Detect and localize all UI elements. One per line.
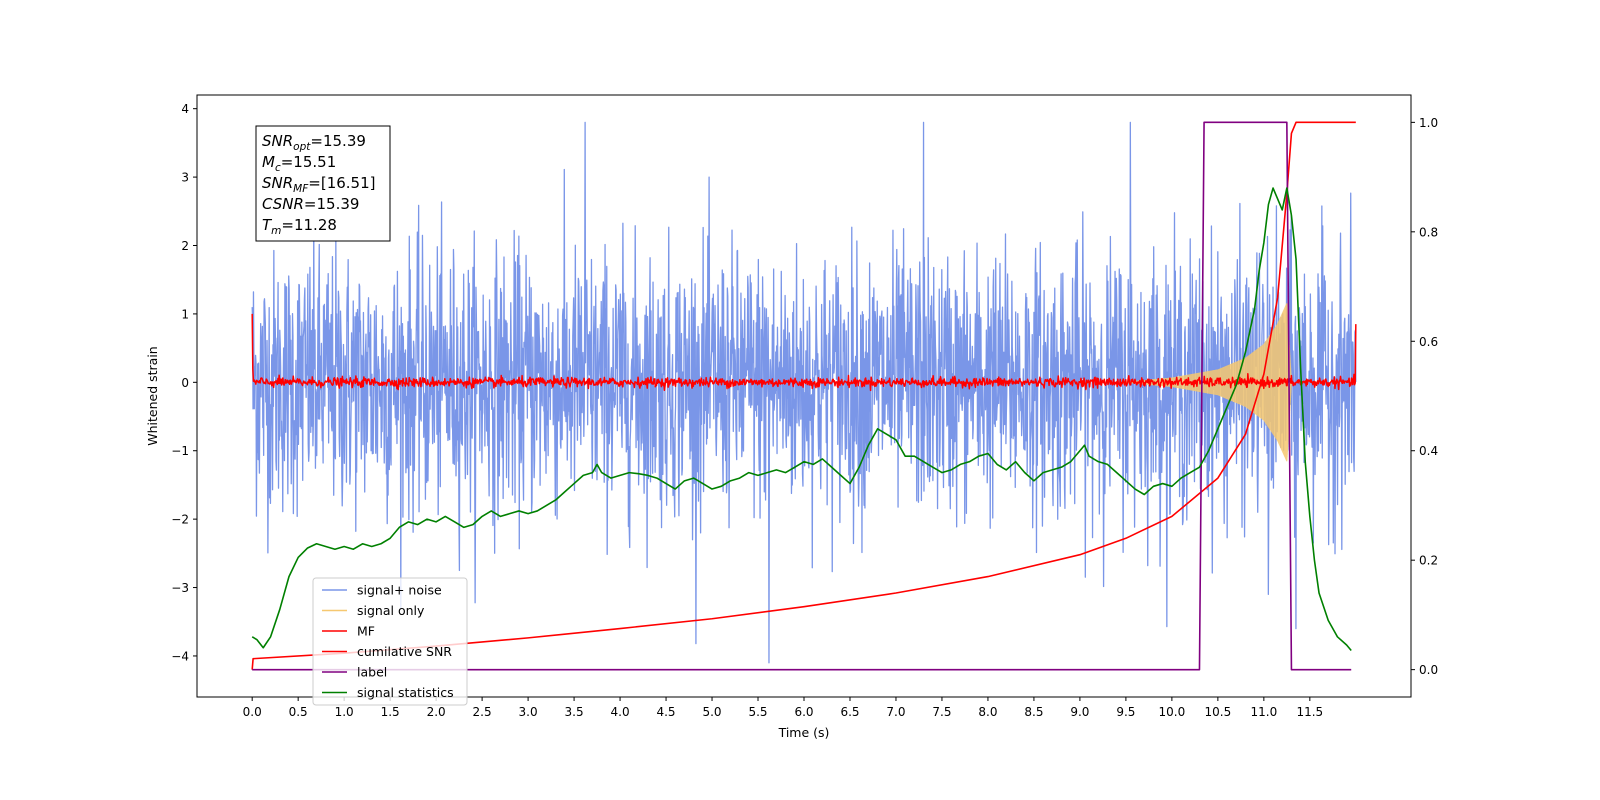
x-tick-label: 4.0 [611,705,630,719]
legend-item-cumilative-snr: cumilative SNR [322,644,452,659]
legend-label: signal+ noise [357,583,442,598]
series-signal-statistics [251,187,1352,651]
x-tick-label: 5.5 [748,705,767,719]
y-axis: −4 −3 −2 −1 0 1 2 3 4 [171,102,197,663]
legend-label: cumilative SNR [357,644,452,659]
x-axis-label: Time (s) [778,725,830,740]
y2-tick-label: 0.2 [1419,554,1438,568]
annotation-line: Tm=11.28 [262,216,337,237]
annotation-box-frame [255,125,391,242]
x-tick-label: 11.0 [1250,705,1277,719]
legend-item-signal-noise: signal+ noise [322,583,442,598]
legend-item-label: label [322,665,387,680]
x-tick-label: 10.5 [1205,705,1232,719]
y-tick-label: 4 [181,102,189,116]
legend-item-mf: MF [322,624,375,639]
x-tick-label: 6.5 [840,705,859,719]
x-tick-label: 0.0 [243,705,262,719]
series-mf [251,313,1357,392]
x-tick-label: 3.0 [519,705,538,719]
y2-tick-label: 0.6 [1419,335,1438,349]
y2-tick-label: 0.0 [1419,663,1438,677]
legend-label: MF [357,624,375,639]
annotation-line: Mc=15.51 [262,153,336,174]
y-tick-label: −3 [171,581,189,595]
y-tick-label: 2 [181,239,189,253]
legend: signal+ noise signal only MF cumilative SNR… [312,577,468,706]
x-tick-label: 1.0 [335,705,354,719]
legend-label: signal only [357,603,425,618]
annotation-box: SNRopt=15.39Mc=15.51SNRMF=[16.51]CSNR=15… [255,125,391,242]
x-tick-label: 9.5 [1116,705,1135,719]
x-tick-label: 1.5 [381,705,400,719]
y-tick-label: −2 [171,513,189,527]
x-tick-label: 11.5 [1296,705,1323,719]
legend-item-signal-statistics: signal statistics [322,685,454,700]
y2-tick-label: 0.8 [1419,225,1438,239]
x-tick-label: 0.5 [289,705,308,719]
x-tick-label: 4.5 [656,705,675,719]
y2-tick-label: 1.0 [1419,116,1438,130]
x-tick-label: 10.0 [1159,705,1186,719]
y-tick-label: −1 [171,444,189,458]
x-tick-label: 5.0 [702,705,721,719]
y-tick-label: −4 [171,649,189,663]
legend-label: label [357,665,387,680]
x-axis: 0.0 0.5 1.0 1.5 2.0 2.5 3.0 3.5 4.0 4.5 5.0 5.5 6.0 6… [243,697,1323,719]
y-tick-label: 1 [181,307,189,321]
x-tick-label: 9.0 [1070,705,1089,719]
x-tick-label: 7.0 [886,705,905,719]
annotation-line: CSNR=15.39 [262,195,359,213]
y-tick-label: 3 [181,171,189,185]
legend-item-signal-only: signal only [322,603,425,618]
annotation-line: SNRopt=15.39 [262,132,366,153]
series-signal-noise [251,121,1357,664]
x-tick-label: 3.5 [565,705,584,719]
x-tick-label: 2.5 [473,705,492,719]
x-tick-label: 8.5 [1024,705,1043,719]
y-axis-label: Whitened strain [145,346,160,445]
x-tick-label: 2.0 [427,705,446,719]
legend-frame [312,577,468,706]
x-tick-label: 7.5 [932,705,951,719]
x-tick-label: 6.0 [794,705,813,719]
series-label [252,121,1352,671]
x-tick-label: 8.0 [978,705,997,719]
y-tick-label: 0 [181,376,189,390]
legend-label: signal statistics [357,685,454,700]
y2-tick-label: 0.4 [1419,444,1438,458]
right-y-axis: 0.0 0.2 0.4 0.6 0.8 1.0 [1411,116,1438,677]
annotation-line: SNRMF=[16.51] [262,174,376,195]
